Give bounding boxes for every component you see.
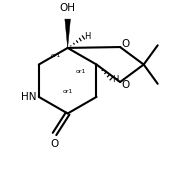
Text: H: H — [113, 75, 119, 84]
Polygon shape — [65, 19, 70, 48]
Text: O: O — [50, 139, 59, 149]
Text: H: H — [85, 32, 91, 41]
Text: O: O — [121, 80, 130, 90]
Text: OH: OH — [60, 3, 76, 13]
Text: HN: HN — [21, 92, 36, 102]
Text: O: O — [121, 39, 130, 49]
Text: or1: or1 — [75, 69, 86, 74]
Text: or1: or1 — [62, 89, 73, 94]
Text: or1: or1 — [50, 53, 61, 58]
